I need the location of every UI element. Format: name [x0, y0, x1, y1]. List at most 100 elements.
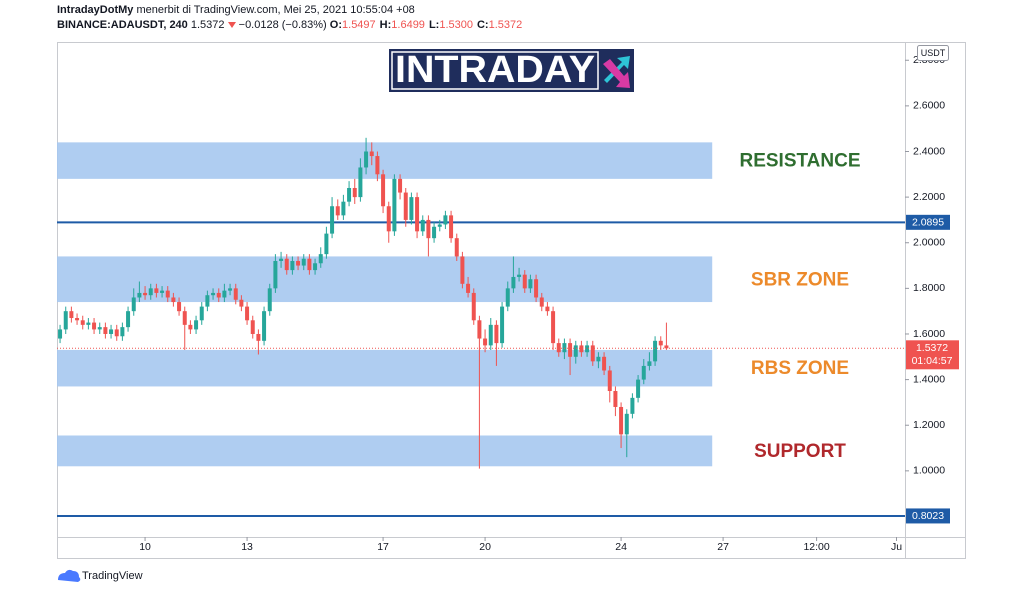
candle-body [528, 279, 533, 289]
candle-body [347, 187, 352, 202]
candle-body [585, 345, 590, 353]
candle-body [369, 151, 374, 157]
ohlc-value: 1.6499 [391, 19, 425, 31]
candle-body [511, 276, 516, 289]
candle-body [573, 345, 578, 357]
author: IntradayDotMy [57, 4, 134, 16]
candle-body [341, 201, 346, 216]
ohlc-value: 1.5372 [488, 19, 523, 31]
candle-body [171, 297, 176, 303]
y-tick-label: 1.8000 [913, 282, 945, 294]
candle-body [426, 219, 431, 239]
header-line: IntradayDotMy menerbit di TradingView.co… [57, 3, 526, 18]
candle-body [318, 254, 323, 264]
hline-label-box [906, 214, 950, 230]
ohlc-label: H: [379, 19, 392, 31]
candle-body [109, 329, 114, 334]
candle-body [522, 274, 527, 289]
candle-body [409, 197, 414, 220]
candle-body [273, 260, 278, 289]
candle-body [403, 192, 408, 220]
candle-body [517, 274, 522, 277]
header: IntradayDotMy menerbit di TradingView.co… [57, 3, 526, 33]
price-label: 1.5372 [916, 342, 948, 354]
candle-body [477, 320, 482, 339]
y-tick-label: 2.0000 [913, 237, 945, 249]
y-tick-label: 2.6000 [913, 100, 945, 112]
candle-body [228, 288, 233, 291]
zone-label: SBR ZONE [751, 269, 849, 290]
candle-body [126, 311, 131, 328]
candle-body [69, 311, 74, 319]
y-tick-label: 1.6000 [913, 328, 945, 340]
candle-body [92, 322, 97, 330]
candle-body [75, 318, 80, 321]
hline-label: 0.8023 [912, 510, 944, 522]
candle-body [568, 343, 573, 357]
logo-text: INTRADAY [395, 49, 595, 91]
x-tick-label: 20 [479, 541, 491, 553]
x-tick-label: 10 [139, 541, 151, 553]
candle-body [120, 327, 125, 337]
currency: USDT [921, 48, 946, 58]
candle-body [194, 320, 199, 330]
candle-body [205, 295, 210, 307]
candle-body [160, 290, 165, 293]
candle-body [653, 340, 658, 362]
candle-body [443, 215, 448, 225]
candle-body [63, 311, 68, 330]
candle-body [454, 238, 459, 257]
candle-body [335, 206, 340, 216]
y-tick-label: 2.2000 [913, 191, 945, 203]
candle-body [500, 306, 505, 344]
down-arrow [227, 22, 236, 29]
candle-body [386, 206, 391, 232]
last-price: 1.5372 [190, 19, 225, 31]
candle-body [488, 324, 493, 346]
zone [57, 435, 713, 467]
candle-body [262, 311, 267, 341]
candle-body [449, 215, 454, 239]
candle-body [647, 361, 652, 366]
candle-body [182, 311, 187, 325]
candle-body [290, 260, 295, 271]
x-tick-label: Ju [891, 541, 902, 553]
candle-body [103, 327, 108, 334]
candle-body [415, 197, 420, 232]
y-tick-label: 1.4000 [913, 373, 945, 385]
candle-body [245, 306, 250, 321]
candle-body [233, 288, 238, 300]
ohlc-value: 1.5300 [439, 19, 473, 31]
candle-body [239, 299, 244, 307]
candle-body [279, 258, 284, 261]
countdown: 01:04:57 [912, 355, 953, 367]
x-tick-label: 13 [241, 541, 253, 553]
candle-body [619, 406, 624, 435]
axes: 2.08950.80231.537201:04:572.80002.60002.… [139, 54, 959, 553]
candle-body [658, 340, 663, 346]
hline-label-box [906, 508, 950, 524]
candle-body [579, 345, 584, 353]
x-tick-label: 17 [377, 541, 389, 553]
candle-body [562, 343, 567, 353]
candle-body [664, 345, 669, 349]
candle-body [392, 178, 397, 232]
footer-text: TradingView [82, 570, 143, 582]
zone-label: RESISTANCE [739, 151, 860, 172]
candle-body [165, 290, 170, 298]
ohlc-label: O: [329, 19, 343, 31]
candle-body [177, 302, 182, 312]
candle-body [188, 324, 193, 330]
y-tick-label: 1.0000 [913, 465, 945, 477]
candle-body [80, 320, 85, 325]
candle-body [630, 397, 635, 414]
candle-body [211, 292, 216, 296]
candle-body [131, 297, 136, 312]
usdt-badge: USDT [917, 45, 949, 61]
candle-body [602, 356, 607, 371]
candle-body [551, 311, 556, 344]
candle-body [471, 292, 476, 321]
logo: INTRADAY [389, 49, 634, 92]
candle-body [148, 288, 153, 296]
